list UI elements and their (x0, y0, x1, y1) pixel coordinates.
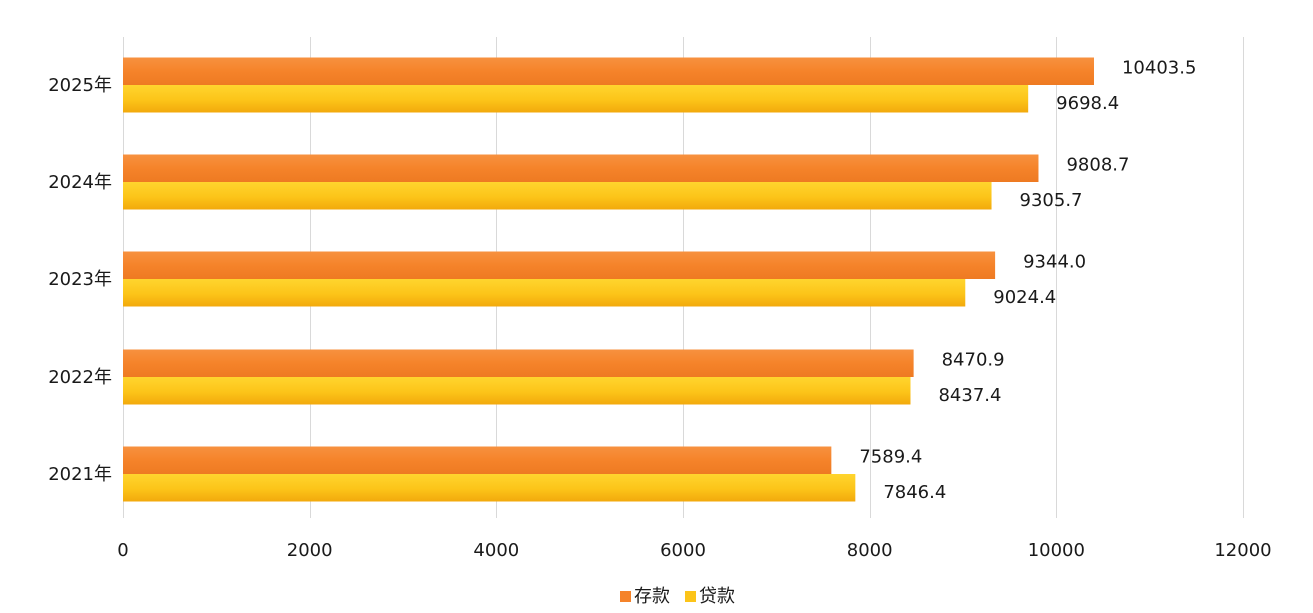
legend-swatch (685, 591, 696, 602)
x-tick-label: 0 (117, 540, 128, 561)
legend-label: 存款 (634, 586, 670, 607)
data-label: 9344.0 (1023, 252, 1086, 273)
x-tick-label: 10000 (1028, 540, 1085, 561)
x-tick-label: 8000 (847, 540, 893, 561)
x-tick-label: 12000 (1214, 540, 1271, 561)
bar-loan (123, 377, 911, 405)
bars (123, 57, 1094, 502)
category-axis: 2025年 2024年 2023年 2022年 2021年 (48, 75, 112, 485)
category-label: 2024年 (48, 172, 112, 193)
legend: 存款 贷款 (620, 586, 735, 607)
x-tick-label: 4000 (473, 540, 519, 561)
data-label: 9698.4 (1056, 93, 1119, 114)
legend-label: 贷款 (699, 586, 735, 607)
data-label: 7846.4 (883, 482, 946, 503)
bar-loan (123, 279, 966, 307)
bar-deposit (123, 154, 1039, 182)
data-label: 9024.4 (993, 287, 1056, 308)
legend-swatch (620, 591, 631, 602)
bar-deposit (123, 251, 996, 279)
x-tick-label: 2000 (287, 540, 333, 561)
data-label: 8437.4 (938, 385, 1001, 406)
data-label: 7589.4 (859, 447, 922, 468)
data-label: 10403.5 (1122, 58, 1196, 79)
data-label: 9305.7 (1020, 190, 1083, 211)
bar-loan (123, 474, 856, 502)
data-label: 8470.9 (942, 350, 1005, 371)
data-label: 9808.7 (1066, 155, 1129, 176)
x-axis: 0 2000 4000 6000 8000 10000 12000 (117, 540, 1271, 561)
bar-deposit (123, 349, 914, 377)
bar-deposit (123, 446, 832, 474)
bar-loan (123, 182, 992, 210)
bar-loan (123, 85, 1029, 113)
category-label: 2025年 (48, 75, 112, 96)
bar-deposit (123, 57, 1094, 85)
category-label: 2022年 (48, 367, 112, 388)
category-label: 2021年 (48, 464, 112, 485)
x-tick-label: 6000 (660, 540, 706, 561)
category-label: 2023年 (48, 269, 112, 290)
